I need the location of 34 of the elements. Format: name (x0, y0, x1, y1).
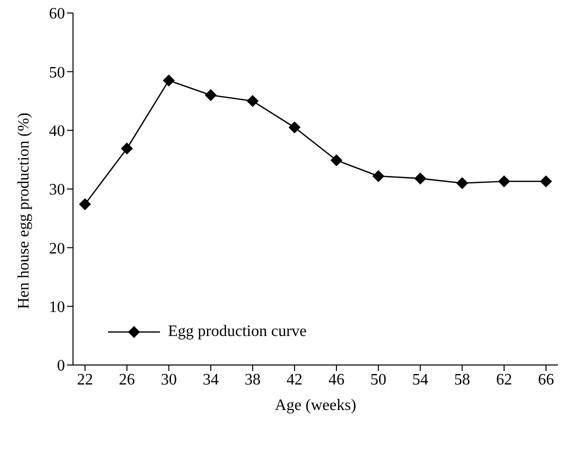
x-tick-label: 54 (412, 371, 428, 388)
x-tick-label: 46 (328, 371, 344, 388)
x-tick-label: 30 (160, 371, 177, 388)
x-tick-label: 58 (454, 371, 470, 388)
x-tick-label: 66 (538, 371, 554, 388)
point (456, 177, 468, 190)
y-tick-label: 30 (49, 182, 65, 199)
y-tick-label: 50 (49, 64, 65, 82)
x-tick-label: 26 (118, 371, 135, 388)
point (498, 175, 510, 188)
point (246, 95, 259, 107)
x-tick-label: 38 (244, 371, 261, 388)
y-tick-label: 0 (57, 358, 65, 375)
x-axis-title: Age (weeks) (274, 397, 356, 414)
point (288, 121, 301, 134)
x-tick-label: 42 (286, 371, 303, 388)
y-tick-label: 20 (49, 240, 65, 258)
legend-label: Egg production curve (168, 323, 307, 341)
point (120, 142, 133, 155)
point (330, 154, 342, 166)
y-tick-label: 40 (49, 123, 65, 140)
point (372, 170, 384, 182)
point (540, 175, 552, 188)
point (204, 89, 217, 102)
point (162, 74, 175, 86)
point (79, 198, 91, 210)
x-tick-label: 22 (77, 371, 93, 388)
x-tick-label: 62 (496, 371, 512, 388)
y-tick-label: 60 (49, 6, 65, 23)
point (414, 172, 426, 184)
y-axis-title: Hen house egg production (%) (16, 112, 33, 309)
x-tick-label: 50 (370, 371, 386, 388)
x-tick-label: 34 (202, 371, 219, 388)
y-tick-label: 10 (49, 299, 65, 316)
